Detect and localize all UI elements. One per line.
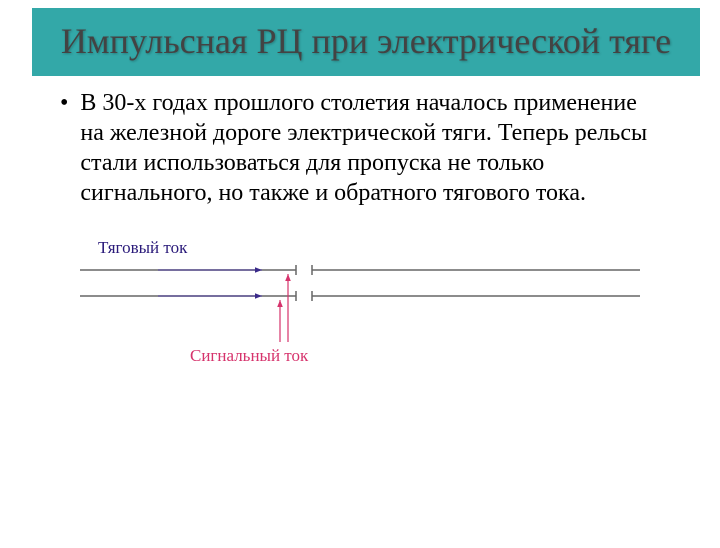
bullet-marker: • bbox=[60, 88, 68, 118]
slide-content: • В 30-х годах прошлого столетия началос… bbox=[0, 76, 720, 208]
title-bar: Импульсная РЦ при электрической тяге bbox=[32, 8, 700, 76]
bullet-item: • В 30-х годах прошлого столетия началос… bbox=[60, 88, 660, 208]
bullet-text: В 30-х годах прошлого столетия началось … bbox=[80, 88, 660, 208]
slide-title: Импульсная РЦ при электрической тяге bbox=[52, 20, 680, 62]
diagram-svg bbox=[80, 238, 680, 368]
rail-circuit-diagram: Тяговый ток Сигнальный ток bbox=[80, 238, 680, 368]
